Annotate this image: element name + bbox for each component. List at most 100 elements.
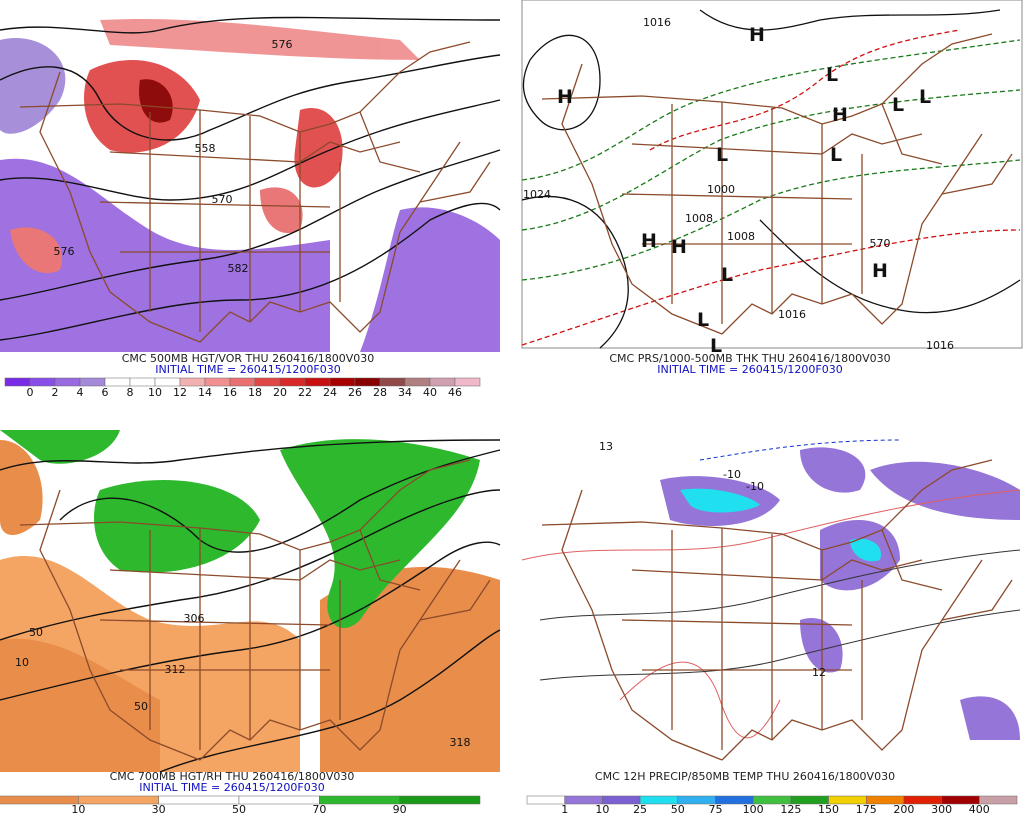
panel-subtitle: INITIAL TIME = 260415/1200F030 xyxy=(155,363,340,376)
pressure-center: H xyxy=(671,236,687,258)
colorbar-swatch xyxy=(204,377,231,387)
panel-subtitle: INITIAL TIME = 260415/1200F030 xyxy=(657,363,842,376)
precip-area xyxy=(960,696,1020,740)
colorbar-label: 28 xyxy=(373,386,387,399)
contour-label: 1016 xyxy=(926,339,954,352)
contour-label: -10 xyxy=(723,468,741,481)
contour-label: -10 xyxy=(746,480,764,493)
colorbar-label: 90 xyxy=(393,803,407,816)
precip-area xyxy=(680,488,760,513)
colorbar-swatch xyxy=(454,377,481,387)
contour-label: 50 xyxy=(134,700,148,713)
precip-fill xyxy=(660,447,1020,740)
colorbar-label: 100 xyxy=(743,803,764,816)
colorbar-swatch xyxy=(354,377,381,387)
pressure-center: L xyxy=(697,309,709,331)
colorbar-swatch xyxy=(229,377,256,387)
colorbar-label: 12 xyxy=(173,386,187,399)
colorbar-swatch xyxy=(54,377,81,387)
colorbar-label: 75 xyxy=(708,803,722,816)
dry-area xyxy=(320,566,500,772)
colorbar-swatch xyxy=(129,377,156,387)
colorbar-label: 150 xyxy=(818,803,839,816)
moist-area xyxy=(0,430,120,464)
colorbar: 0 2 4 6 8 10 12 14 16 18 20 22 24 26 28 34 40 46 xyxy=(4,377,481,399)
colorbar-label: 46 xyxy=(448,386,462,399)
contour-label: 306 xyxy=(184,612,205,625)
contour-label: 576 xyxy=(272,38,293,51)
colorbar-label: 10 xyxy=(71,803,85,816)
temperature-contours xyxy=(521,439,1021,739)
precip-area xyxy=(850,538,881,562)
contour-label: 1016 xyxy=(778,308,806,321)
contour-label: 558 xyxy=(195,142,216,155)
contour-label: 1000 xyxy=(707,183,735,196)
pressure-center: H xyxy=(749,24,765,46)
pressure-center: L xyxy=(830,144,842,166)
colorbar-swatch xyxy=(0,795,79,805)
contour-label: 570 xyxy=(212,193,233,206)
pressure-center: L xyxy=(721,264,733,286)
panel-pressure: CMC PRS/1000-500MB THK THU 260416/1800V0… xyxy=(521,0,1023,376)
pressure-center: H xyxy=(832,104,848,126)
thickness-contours xyxy=(521,29,1021,346)
colorbar-label: 30 xyxy=(152,803,166,816)
colorbar-label: 10 xyxy=(595,803,609,816)
panel-title: CMC PRS/1000-500MB THK THU 260416/1800V0… xyxy=(609,352,890,365)
colorbar-label: 50 xyxy=(671,803,685,816)
colorbar: 10 30 50 70 90 xyxy=(0,795,481,816)
pressure-center: L xyxy=(892,94,904,116)
colorbar-swatch xyxy=(158,795,240,805)
colorbar-label: 22 xyxy=(298,386,312,399)
colorbar-swatch xyxy=(79,377,106,387)
colorbar-label: 16 xyxy=(223,386,237,399)
colorbar-label: 1 xyxy=(561,803,568,816)
colorbar-label: 10 xyxy=(148,386,162,399)
colorbar-label: 4 xyxy=(77,386,84,399)
colorbar-label: 40 xyxy=(423,386,437,399)
contour-label: 576 xyxy=(54,245,75,258)
colorbar-swatch xyxy=(379,377,406,387)
panel-precip: CMC 12H PRECIP/850MB TEMP THU 260416/180… xyxy=(521,430,1022,783)
vort-max xyxy=(260,187,303,234)
moist-area xyxy=(280,439,480,629)
colorbar-swatch xyxy=(399,795,481,805)
isobars xyxy=(521,9,1021,349)
pressure-center: H xyxy=(641,230,657,252)
colorbar-label: 6 xyxy=(102,386,109,399)
vort-area xyxy=(0,158,330,352)
colorbar-swatch xyxy=(154,377,181,387)
colorbar-swatch xyxy=(78,795,159,805)
contour-label: 12 xyxy=(812,666,826,679)
contour-label: 1008 xyxy=(685,212,713,225)
colorbar-swatch xyxy=(319,795,400,805)
panel-vorticity: CMC 500MB HGT/VOR THU 260416/1800V030 IN… xyxy=(0,12,501,376)
colorbar-swatch xyxy=(104,377,131,387)
vort-area xyxy=(0,38,66,134)
colorbar-swatch xyxy=(4,377,31,387)
colorbar-swatch xyxy=(254,377,281,387)
colorbar-label: 300 xyxy=(931,803,952,816)
colorbar-swatch xyxy=(238,795,320,805)
colorbar-swatch xyxy=(279,377,306,387)
colorbar-label: 0 xyxy=(27,386,34,399)
colorbar-label: 20 xyxy=(273,386,287,399)
panel-title: CMC 500MB HGT/VOR THU 260416/1800V030 xyxy=(122,352,375,365)
colorbar-swatch xyxy=(304,377,331,387)
precip-area xyxy=(800,618,843,673)
colorbar-swatch xyxy=(526,795,565,805)
contour-label: 13 xyxy=(599,440,613,453)
panel-subtitle: INITIAL TIME = 260415/1200F030 xyxy=(139,781,324,794)
pressure-center: L xyxy=(919,86,931,108)
colorbar-label: 24 xyxy=(323,386,337,399)
precip-area xyxy=(870,461,1020,520)
pressure-center: H xyxy=(557,86,573,108)
colorbar-label: 175 xyxy=(856,803,877,816)
contour-label: 312 xyxy=(165,663,186,676)
panel-title: CMC 12H PRECIP/850MB TEMP THU 260416/180… xyxy=(595,770,895,783)
pressure-center: L xyxy=(826,64,838,86)
colorbar-swatch xyxy=(29,377,56,387)
colorbar-swatch xyxy=(979,795,1018,805)
